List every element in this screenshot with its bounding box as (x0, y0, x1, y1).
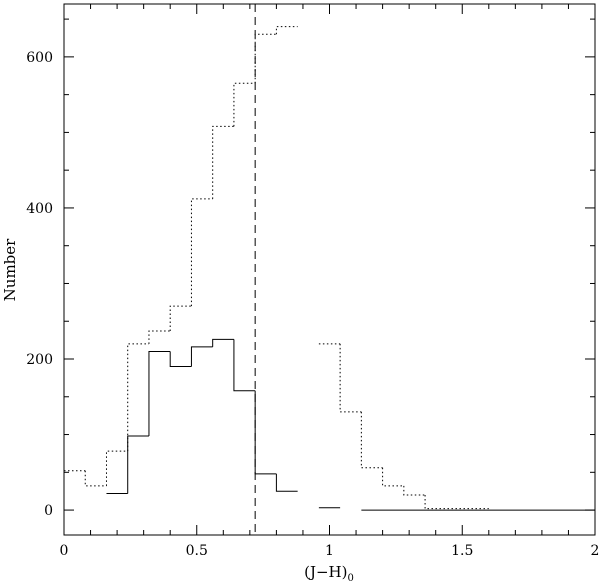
tick-labels: 0 0.5 1 1.5 2 0 200 400 600 (26, 50, 599, 559)
histogram-bin (382, 467, 404, 487)
histogram-bin (148, 330, 171, 344)
histogram-bin (233, 82, 256, 127)
series-solid (106, 338, 595, 511)
histogram-bin (360, 411, 383, 469)
histogram-bin (169, 351, 192, 368)
histogram-bin (212, 338, 234, 347)
x-axis-label: (J−H)0 (304, 563, 354, 584)
axis-ticks (63, 4, 596, 535)
histogram-bin (275, 26, 298, 35)
histogram-bin (127, 343, 149, 452)
x-axis-label-subscript: 0 (348, 573, 354, 584)
histogram-bin (127, 435, 149, 494)
histogram-bin (339, 343, 362, 413)
x-tick-label: 2 (591, 543, 600, 559)
x-tick-label: 1.5 (451, 543, 473, 559)
histogram-bin (169, 305, 192, 332)
x-tick-label: 1 (325, 543, 334, 559)
y-axis-label: Number (1, 238, 19, 301)
histogram-bin (148, 350, 171, 437)
histogram-bin (424, 494, 489, 510)
histogram-bin (190, 346, 213, 367)
x-tick-label: 0 (60, 543, 69, 559)
y-tick-label: 600 (26, 50, 53, 66)
histogram-series (64, 26, 595, 511)
y-tick-label: 0 (44, 503, 53, 519)
series-dotted (64, 26, 489, 510)
histogram-bin (275, 473, 298, 492)
y-tick-label: 200 (26, 352, 53, 368)
histogram-bin (105, 450, 128, 486)
histogram-bin (190, 198, 213, 307)
histogram-bin (403, 485, 426, 496)
histogram-bin (84, 470, 107, 487)
plot-frame (63, 3, 596, 536)
y-tick-label: 400 (26, 201, 53, 217)
histogram-bin (212, 125, 234, 199)
histogram-bin (254, 33, 277, 84)
histogram-bin (254, 390, 277, 475)
x-tick-label: 0.5 (186, 543, 208, 559)
x-axis-label-main: (J−H) (304, 563, 347, 581)
histogram-bin (233, 339, 256, 392)
